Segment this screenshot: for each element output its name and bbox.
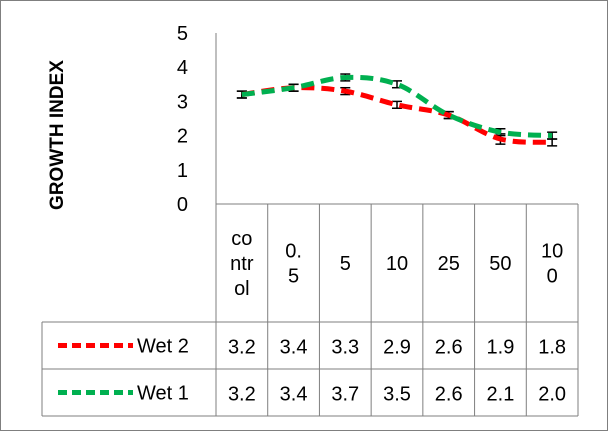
series-line-wet-1: [241, 74, 553, 139]
table-cell: 2.0: [538, 384, 566, 406]
table-cell: 2.9: [383, 337, 411, 359]
table-cell: 1.8: [538, 337, 566, 359]
x-tick-label: ntr: [230, 253, 254, 275]
y-tick-label: 0: [177, 194, 188, 216]
table-cell: 3.5: [383, 384, 411, 406]
table-cell: 3.7: [331, 384, 359, 406]
y-tick-label: 4: [177, 57, 188, 79]
x-tick-label: 50: [489, 253, 511, 275]
x-tick-label: ol: [234, 278, 250, 300]
y-tick-label: 1: [177, 160, 188, 182]
x-tick-label: 10: [541, 241, 563, 263]
table-cell: 1.9: [487, 337, 515, 359]
x-tick-label: 5: [288, 266, 299, 288]
table-cell: 3.4: [280, 337, 308, 359]
y-tick-label: 5: [177, 23, 188, 45]
table-cell: 2.6: [435, 337, 463, 359]
x-tick-label: 10: [386, 253, 408, 275]
x-tick-label: 0.: [285, 241, 302, 263]
table-cell: 3.2: [228, 337, 256, 359]
table-cell: 2.6: [435, 384, 463, 406]
x-tick-label: 5: [340, 253, 351, 275]
y-axis-label: GROWTH INDEX: [47, 60, 68, 210]
legend-label: Wet 2: [137, 336, 189, 358]
y-ticks: 0 1 2 3 4 5: [177, 23, 188, 216]
table-cell: 3.3: [331, 337, 359, 359]
table-cell: 3.2: [228, 384, 256, 406]
x-tick-label: 0: [547, 266, 558, 288]
legend-label: Wet 1: [137, 383, 189, 405]
y-tick-label: 2: [177, 126, 188, 148]
table-cell: 2.1: [487, 384, 515, 406]
series-lines: [241, 74, 553, 145]
x-tick-label: 25: [438, 253, 460, 275]
x-tick-label: co: [231, 228, 252, 250]
table-cell: 3.4: [280, 384, 308, 406]
y-tick-label: 3: [177, 91, 188, 113]
